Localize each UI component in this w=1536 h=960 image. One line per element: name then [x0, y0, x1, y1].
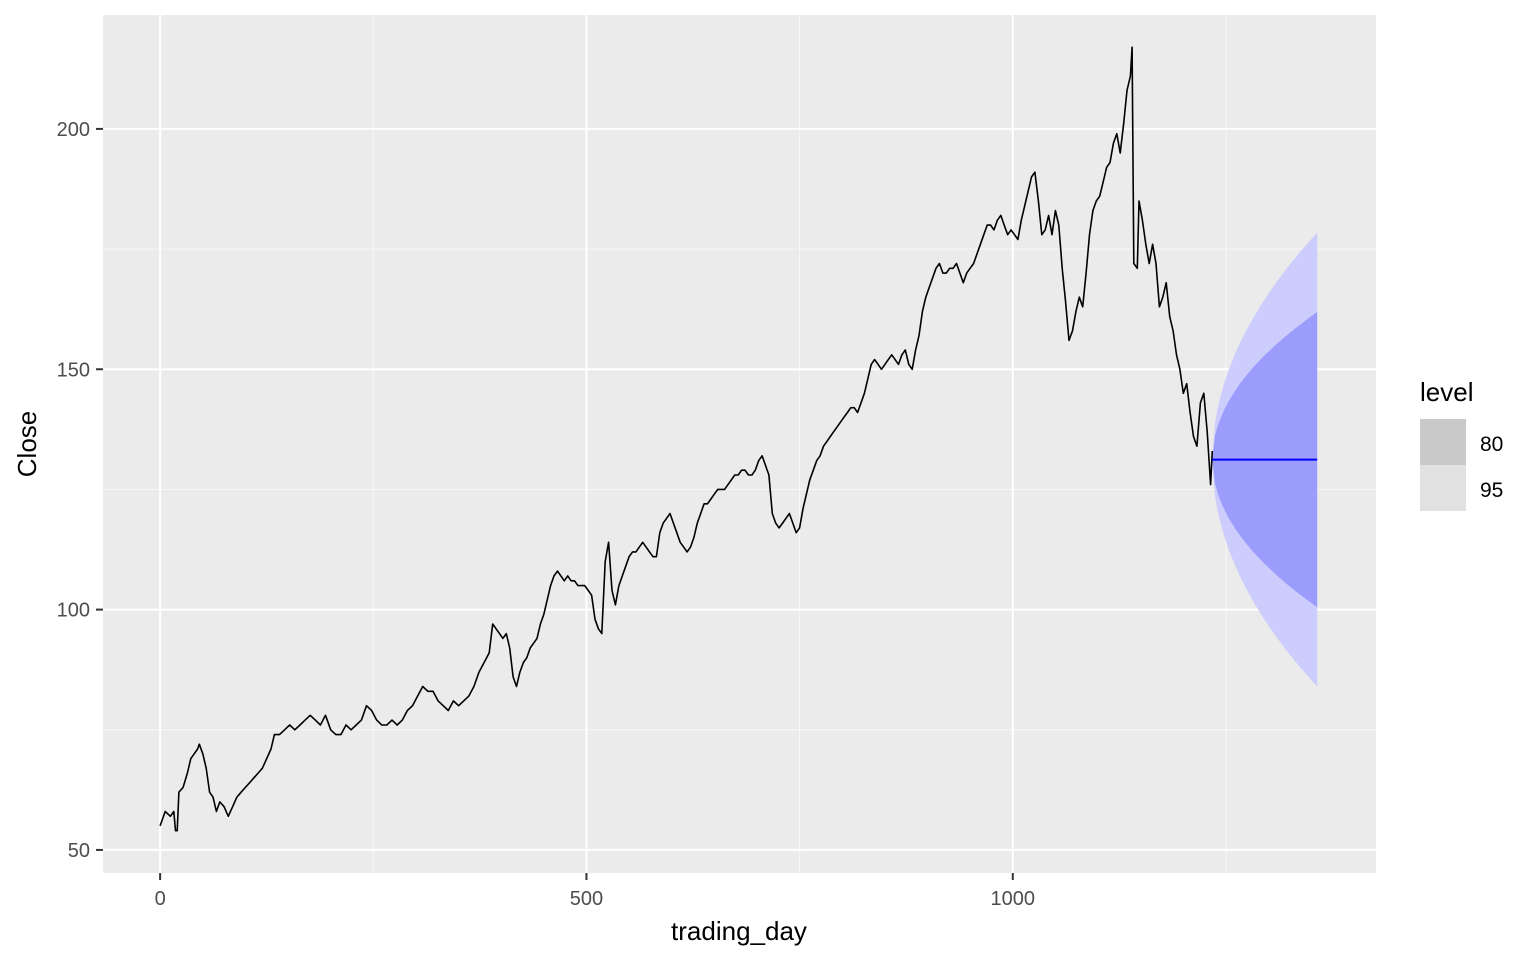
x-axis-title: trading_day	[671, 916, 807, 946]
x-tick-label-1000: 1000	[991, 888, 1036, 910]
y-tick-label-50: 50	[68, 840, 90, 862]
legend: level 80 95	[1420, 377, 1503, 511]
observed-line	[159, 46, 1214, 832]
grid-major	[103, 15, 1376, 873]
y-tick-label-150: 150	[57, 359, 90, 381]
legend-label-80: 80	[1480, 433, 1503, 456]
x-tick-label-0: 0	[155, 888, 166, 910]
y-axis-ticks: 50 100 150 200	[57, 119, 103, 862]
y-tick-label-100: 100	[57, 600, 90, 622]
y-tick-label-200: 200	[57, 119, 90, 141]
legend-label-95: 95	[1480, 479, 1503, 502]
x-axis-ticks: 0 500 1000	[155, 873, 1035, 910]
legend-key-80	[1420, 419, 1466, 465]
legend-title: level	[1420, 377, 1473, 407]
series-lines	[159, 46, 1318, 832]
panel-background	[103, 15, 1376, 873]
x-tick-label-500: 500	[570, 888, 603, 910]
y-axis-title: Close	[12, 411, 42, 477]
legend-key-95	[1420, 465, 1466, 511]
